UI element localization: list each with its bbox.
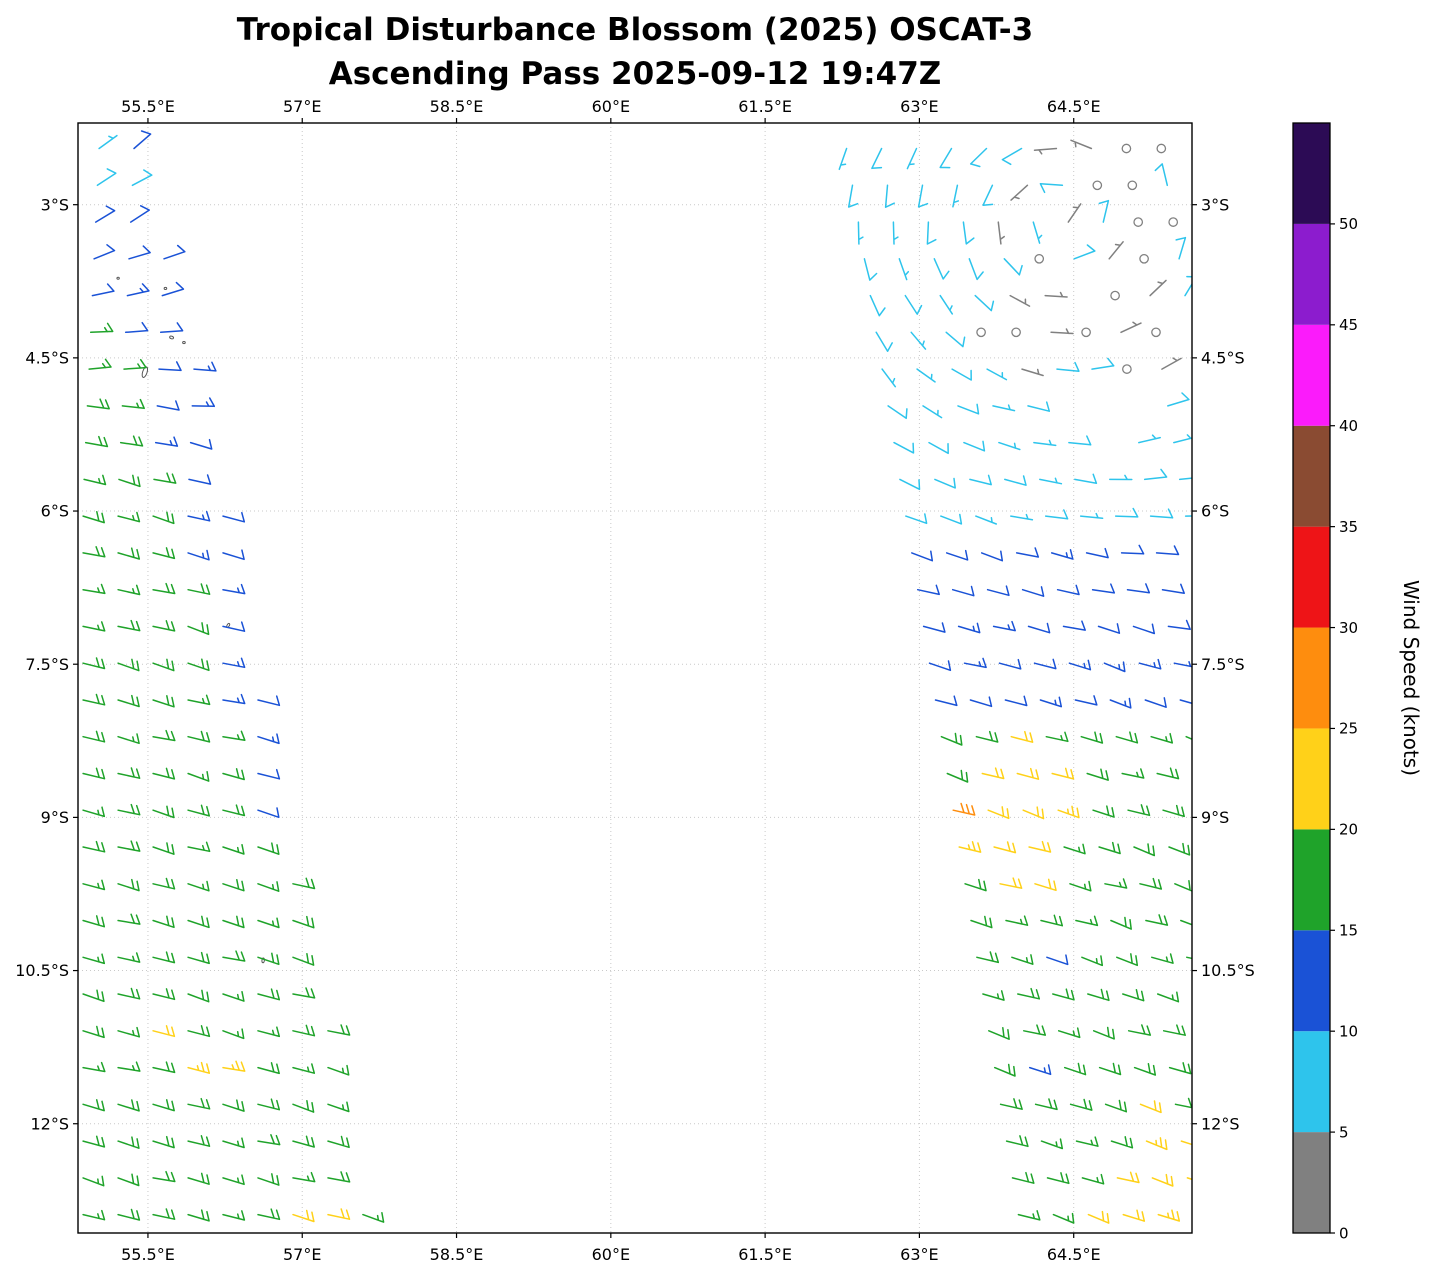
svg-text:7.5°S: 7.5°S xyxy=(25,655,69,674)
coastline-islands xyxy=(116,276,265,964)
svg-text:63°E: 63°E xyxy=(900,1245,938,1264)
svg-text:4.5°S: 4.5°S xyxy=(1201,348,1245,367)
svg-text:30: 30 xyxy=(1339,619,1358,637)
svg-text:45: 45 xyxy=(1339,316,1358,334)
svg-text:55.5°E: 55.5°E xyxy=(121,97,175,116)
plot-border xyxy=(77,122,1193,1234)
svg-text:63°E: 63°E xyxy=(900,97,938,116)
svg-text:25: 25 xyxy=(1339,720,1358,738)
wind-barbs xyxy=(82,130,1192,1224)
svg-text:64.5°E: 64.5°E xyxy=(1047,1245,1101,1264)
svg-text:4.5°S: 4.5°S xyxy=(25,348,69,367)
svg-text:10: 10 xyxy=(1339,1022,1358,1040)
svg-text:12°S: 12°S xyxy=(30,1114,69,1133)
svg-text:9°S: 9°S xyxy=(1201,808,1229,827)
svg-text:58.5°E: 58.5°E xyxy=(430,97,484,116)
svg-text:6°S: 6°S xyxy=(1201,502,1229,521)
svg-text:7.5°S: 7.5°S xyxy=(1201,655,1245,674)
svg-text:5: 5 xyxy=(1339,1123,1349,1141)
colorbar: 0 5 10 15 20 25 30 35 40 45 50 xyxy=(1292,122,1358,1242)
svg-text:60°E: 60°E xyxy=(592,97,630,116)
svg-text:20: 20 xyxy=(1339,821,1358,839)
svg-text:12°S: 12°S xyxy=(1201,1114,1240,1133)
svg-text:61.5°E: 61.5°E xyxy=(738,1245,792,1264)
svg-text:64.5°E: 64.5°E xyxy=(1047,97,1101,116)
svg-text:10.5°S: 10.5°S xyxy=(15,961,69,980)
svg-text:3°S: 3°S xyxy=(41,195,69,214)
svg-text:0: 0 xyxy=(1339,1224,1349,1242)
chart-title-line1: Tropical Disturbance Blossom (2025) OSCA… xyxy=(237,12,1034,48)
svg-text:55.5°E: 55.5°E xyxy=(121,1245,175,1264)
svg-text:15: 15 xyxy=(1339,922,1358,940)
svg-text:40: 40 xyxy=(1339,417,1358,435)
colorbar-label: Wind Speed (knots) xyxy=(1399,580,1423,776)
svg-text:61.5°E: 61.5°E xyxy=(738,97,792,116)
svg-text:3°S: 3°S xyxy=(1201,195,1229,214)
svg-text:35: 35 xyxy=(1339,518,1358,536)
svg-text:57°E: 57°E xyxy=(283,97,321,116)
grid-lines xyxy=(78,123,1192,1233)
svg-text:50: 50 xyxy=(1339,215,1358,233)
svg-text:9°S: 9°S xyxy=(41,808,69,827)
svg-text:6°S: 6°S xyxy=(41,502,69,521)
svg-text:60°E: 60°E xyxy=(592,1245,630,1264)
svg-text:58.5°E: 58.5°E xyxy=(430,1245,484,1264)
axis-ticks-and-labels: 55.5°E 55.5°E 57°E 57°E 58.5°E 58.5°E 60°E 60°E… xyxy=(15,97,1255,1264)
svg-text:57°E: 57°E xyxy=(283,1245,321,1264)
svg-text:10.5°S: 10.5°S xyxy=(1201,961,1255,980)
chart-title-line2: Ascending Pass 2025-09-12 19:47Z xyxy=(329,56,942,92)
